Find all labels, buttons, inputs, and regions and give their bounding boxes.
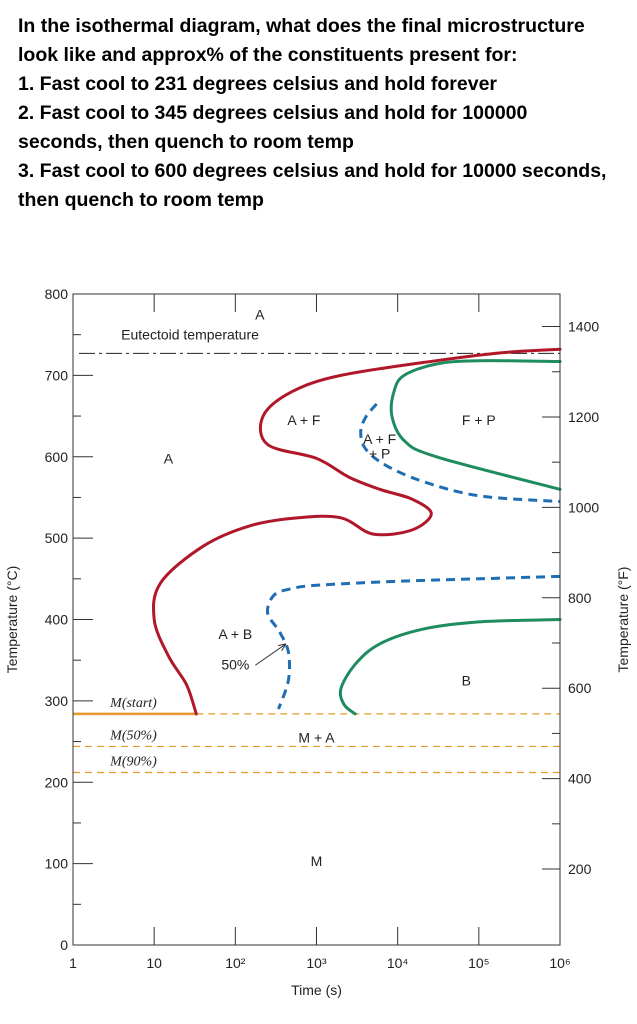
x-axis-title: Time (s): [291, 982, 342, 998]
y-tick-label: 400: [45, 612, 69, 628]
y-tick-label: 500: [45, 530, 69, 546]
question-line: 3. Fast cool to 600 degrees celsius and …: [18, 160, 607, 182]
x-tick-label: 1: [69, 955, 77, 971]
x-tick-label: 10³: [306, 955, 327, 971]
region-label: A + F: [287, 412, 320, 428]
y-right-tick-label: 600: [568, 680, 592, 696]
x-tick-label: 10: [146, 955, 162, 971]
y-tick-label: 0: [60, 937, 68, 953]
x-tick-label: 10²: [225, 955, 246, 971]
region-label: A + B: [218, 626, 252, 642]
region-label: B: [462, 673, 471, 689]
y-right-tick-label: 1200: [568, 409, 599, 425]
region-label: M: [311, 853, 323, 869]
question-text: In the isothermal diagram, what does the…: [18, 12, 633, 215]
question-line: then quench to room temp: [18, 189, 264, 211]
martensite-label: M(50%): [109, 728, 157, 743]
region-label: A + F: [363, 431, 396, 447]
region-label: A: [255, 306, 265, 322]
y-tick-label: 600: [45, 449, 69, 465]
question-line: In the isothermal diagram, what does the…: [18, 15, 585, 37]
plot-frame: [72, 293, 561, 946]
transformation-curve-3: [265, 574, 561, 710]
y-tick-label: 700: [45, 367, 69, 383]
y-right-tick-label: 1000: [568, 499, 599, 515]
y-right-tick-label: 800: [568, 590, 592, 606]
y-axis-title-right: Temperature (°F): [615, 567, 631, 673]
arrow-50-percent: [255, 643, 287, 666]
transformation-curve-4: [389, 359, 562, 491]
question-line: seconds, then quench to room temp: [18, 131, 354, 153]
y-right-tick-label: 400: [568, 771, 592, 787]
region-label: A: [164, 450, 174, 466]
y-tick-label: 800: [45, 286, 69, 302]
transformation-curve-5: [338, 618, 562, 716]
eutectoid-label: Eutectoid temperature: [121, 326, 259, 342]
region-label: M + A: [298, 729, 335, 745]
x-tick-label: 10⁴: [387, 955, 409, 971]
arrow-head: [277, 643, 287, 651]
y-tick-label: 100: [45, 856, 69, 872]
question-line: 1. Fast cool to 231 degrees celsius and …: [18, 73, 497, 95]
region-label: F + P: [462, 412, 496, 428]
martensite-label: M(90%): [109, 754, 157, 769]
x-tick-label: 10⁶: [549, 955, 570, 971]
region-label: 50%: [221, 656, 249, 672]
martensite-label: M(start): [109, 696, 157, 711]
y-axis-title: Temperature (°C): [4, 566, 20, 674]
x-tick-label: 10⁵: [468, 955, 489, 971]
y-right-tick-label: 1400: [568, 319, 599, 335]
region-label: + P: [369, 445, 390, 461]
y-right-tick-label: 200: [568, 861, 592, 877]
transformation-curve-2: [359, 402, 561, 503]
question-line: look like and approx% of the constituent…: [18, 44, 518, 66]
transformation-curve-1: [151, 347, 562, 716]
y-tick-label: 300: [45, 693, 69, 709]
y-tick-label: 200: [45, 774, 69, 790]
question-line: 2. Fast cool to 345 degrees celsius and …: [18, 102, 528, 124]
